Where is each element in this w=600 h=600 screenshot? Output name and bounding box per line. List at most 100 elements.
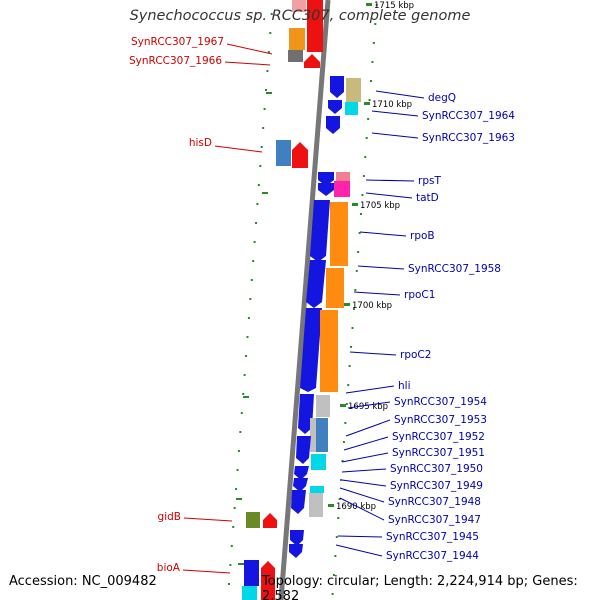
feature-bioA-cyan — [242, 586, 257, 600]
leader-line — [182, 569, 231, 574]
ring-dot — [235, 488, 238, 490]
ring-dot — [351, 327, 354, 329]
feature-1951-cyan — [311, 454, 326, 470]
ring-dot — [341, 460, 344, 462]
gene-labels: SynRCC307_1967 SynRCC307_1966 hisD gidB bioA… — [129, 36, 515, 574]
feature-hisD-red — [292, 142, 308, 168]
feature-1952 — [296, 436, 311, 464]
scale-tick-mark — [328, 504, 334, 507]
ring-dot — [252, 260, 255, 262]
ring-dot — [232, 526, 235, 528]
gene-label-forward: SynRCC307_1948 — [388, 496, 481, 508]
feature-1953-blue — [314, 418, 328, 452]
ring-dot — [360, 213, 363, 215]
feature-1963 — [326, 116, 340, 134]
scale-tick-mark — [344, 303, 350, 306]
ring-dot — [358, 232, 361, 234]
gene-label-forward: degQ — [428, 92, 456, 104]
scale-tick-label: 1715 kbp — [374, 1, 414, 11]
gene-label-forward: SynRCC307_1954 — [394, 396, 487, 408]
feature-1966-gray — [288, 50, 303, 62]
feature-gidB-red — [263, 513, 277, 528]
feature-rpoB-orange — [330, 202, 348, 266]
feature-rpoC2 — [300, 308, 322, 392]
leader-line — [343, 436, 389, 451]
feature-1954-gray — [316, 395, 330, 417]
ring-dot — [357, 251, 360, 253]
leader-line — [345, 419, 391, 437]
ring-dot — [233, 507, 236, 509]
leader-line — [359, 231, 407, 237]
scale-tick-label: 1705 kbp — [360, 201, 400, 211]
ring-dot — [361, 194, 364, 196]
gene-label-reverse: bioA — [157, 562, 181, 574]
leader-line — [183, 517, 233, 522]
gene-label-forward: SynRCC307_1964 — [422, 110, 515, 122]
ring-dash — [243, 396, 249, 398]
ring-dot — [362, 175, 365, 177]
feature-rpoB2 — [306, 260, 326, 308]
leader-line — [353, 291, 401, 296]
ring-dot — [259, 165, 262, 167]
ring-dot — [263, 108, 266, 110]
feature-1966-red-arrow — [304, 54, 320, 68]
feature-1968-orange — [289, 28, 305, 50]
feature-hisD-blue — [276, 140, 291, 166]
gene-label-forward: rpsT — [418, 175, 441, 187]
ring-dot — [260, 146, 263, 148]
feature-gidB-olive — [246, 512, 260, 528]
feature-1945 — [290, 530, 304, 546]
accession-label: Accession: NC_009482 — [9, 574, 157, 589]
ring-dot — [267, 51, 270, 53]
scale-tick-label: 1690 kbp — [336, 502, 376, 512]
scale-tick-mark — [366, 3, 372, 6]
ring-dot — [340, 479, 343, 481]
ring-dot — [256, 203, 259, 205]
ring-dot — [269, 32, 272, 34]
ring-dot — [240, 412, 243, 414]
gene-label-forward: SynRCC307_1963 — [422, 132, 515, 144]
feature-1953-gray — [310, 418, 316, 452]
feature-1949 — [293, 478, 308, 492]
ring-dash — [262, 192, 268, 194]
feature-bioA-blue — [244, 560, 259, 586]
ring-dot — [367, 118, 370, 120]
ring-dot — [335, 536, 338, 538]
ring-dot — [350, 346, 353, 348]
ring-dot — [338, 498, 341, 500]
ring-dot — [247, 317, 250, 319]
feature-tatD-blue — [318, 172, 334, 186]
gene-label-forward: SynRCC307_1952 — [392, 431, 485, 443]
gene-label-forward: SynRCC307_1953 — [394, 414, 487, 426]
feature-1967-red — [307, 0, 323, 52]
ring-dot — [365, 137, 368, 139]
genome-backbone — [278, 0, 331, 600]
ring-dash — [238, 563, 244, 565]
scale-tick-mark — [364, 102, 370, 105]
leader-line — [335, 544, 383, 557]
gene-label-forward: SynRCC307_1949 — [390, 480, 483, 492]
feature-rpsT — [336, 172, 350, 181]
ring-dot — [230, 545, 233, 547]
ring-dot — [347, 384, 350, 386]
ring-dot — [337, 517, 340, 519]
ring-dot — [245, 355, 248, 357]
ring-dot — [345, 403, 348, 405]
gene-label-forward: rpoB — [410, 230, 435, 242]
leader-line — [357, 265, 405, 270]
leader-line — [337, 535, 383, 538]
feature-1964-cyan — [345, 102, 358, 115]
ring-dot — [370, 80, 372, 82]
leader-line — [371, 132, 419, 139]
leader-line — [375, 90, 425, 99]
feature-tatD — [334, 181, 350, 197]
scale-tick-mark — [340, 404, 346, 407]
feature-1944 — [289, 544, 303, 558]
feature-1947-gray — [309, 493, 323, 517]
ring-dot — [375, 4, 378, 6]
ring-dot — [253, 241, 256, 243]
feature-tatD-blue2 — [318, 183, 334, 196]
feature-rpoC2-orange — [320, 310, 338, 392]
ring-dot — [374, 23, 377, 25]
